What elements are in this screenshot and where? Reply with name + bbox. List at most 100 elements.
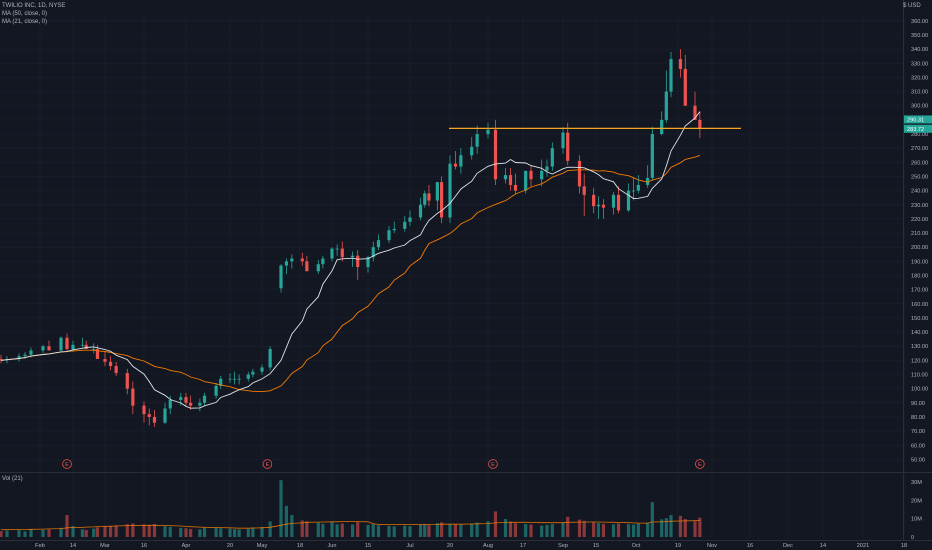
earnings-marker — [488, 459, 498, 469]
candle-body — [268, 349, 272, 368]
time-axis-label: 19 — [675, 543, 681, 549]
candle-body — [423, 193, 427, 205]
candle-body — [237, 378, 241, 380]
time-axis-label: 20 — [447, 543, 453, 549]
time-axis-label: 17 — [520, 543, 526, 549]
price-badge — [904, 124, 932, 133]
candle-body — [592, 194, 596, 207]
time-axis-label: Feb — [35, 543, 45, 549]
volume-bar — [279, 480, 283, 537]
candle-body — [493, 129, 498, 180]
candle-body — [147, 414, 151, 417]
candle-body — [626, 190, 631, 211]
volume-bar — [41, 529, 45, 537]
candle-body — [335, 248, 339, 250]
volume-bar — [5, 530, 9, 537]
price-axis-label: 50.00 — [911, 457, 925, 463]
candle-body — [47, 346, 51, 351]
volume-bar — [142, 524, 146, 537]
volume-bar — [0, 531, 3, 537]
volume-bar — [601, 523, 606, 537]
price-axis-label: 270.00 — [911, 146, 928, 152]
volume-bar — [439, 522, 444, 537]
candle-body — [41, 346, 45, 351]
volume-bar — [596, 523, 601, 537]
volume-bar — [350, 524, 355, 537]
price-axis-label: 230.00 — [911, 203, 928, 209]
candle-body — [448, 163, 452, 218]
time-axis-label: Jun — [327, 543, 336, 549]
candle-body — [366, 257, 370, 268]
candle-body — [678, 59, 683, 69]
candle-body — [596, 204, 601, 207]
volume-bar — [80, 529, 85, 537]
volume-bar — [577, 519, 582, 537]
time-axis-label: 2021 — [857, 543, 869, 549]
earnings-marker-label: E — [491, 462, 495, 468]
volume-bar — [693, 521, 697, 537]
candle-body — [290, 258, 294, 262]
price-axis-label: 350.00 — [911, 33, 928, 39]
candle-body — [232, 378, 237, 380]
volume-bar — [508, 521, 513, 537]
volume-bar — [683, 519, 687, 537]
candle-body — [184, 397, 188, 403]
price-axis-label: 90.00 — [911, 401, 925, 407]
volume-bar — [330, 522, 334, 537]
volume-bar — [459, 524, 463, 537]
volume-bar — [427, 525, 431, 537]
candle-body — [152, 416, 157, 423]
candle-body — [92, 349, 96, 350]
time-axis-label: 20 — [227, 543, 233, 549]
volume-bar — [626, 524, 631, 537]
volume-ma-line — [1, 520, 700, 531]
volume-bar — [566, 516, 570, 537]
price-axis-label: 100.00 — [911, 387, 928, 393]
candle-body — [103, 358, 107, 362]
volume-bar — [366, 524, 370, 537]
candle-body — [577, 160, 582, 187]
price-axis-label: 170.00 — [911, 288, 928, 294]
candle-body — [513, 184, 518, 191]
volume-bar — [561, 522, 565, 537]
candle-body — [582, 186, 586, 195]
price-axis-label: 220.00 — [911, 217, 928, 223]
candle-body — [650, 134, 654, 178]
ma50-legend: MA (50, close, 0) — [2, 11, 48, 17]
candle-body — [23, 354, 27, 357]
candle-body — [408, 217, 412, 222]
candle-body — [71, 344, 75, 350]
candle-body — [17, 356, 21, 359]
candle-body — [392, 228, 396, 231]
earnings-marker — [62, 459, 72, 469]
volume-bar — [321, 523, 325, 537]
volume-bar — [387, 525, 391, 537]
price-badge — [904, 115, 932, 124]
ma21-line — [0, 111, 701, 409]
volume-axis-label: 0 — [911, 535, 914, 541]
volume-bar — [108, 526, 113, 537]
volume-bar — [611, 524, 616, 537]
volume-bar — [486, 521, 490, 537]
volume-bar — [202, 527, 207, 537]
volume-bar — [147, 525, 151, 537]
price-axis-label: 120.00 — [911, 358, 928, 364]
volume-bar — [376, 525, 381, 537]
volume-bar — [284, 505, 289, 537]
candle-body — [664, 91, 668, 120]
price-axis-label: 310.00 — [911, 90, 928, 96]
volume-bar — [246, 528, 250, 537]
candle-body — [356, 255, 360, 268]
volume-bar — [260, 526, 264, 537]
volume-bar — [184, 528, 188, 537]
candle-body — [168, 399, 172, 409]
candle-body — [95, 349, 100, 359]
candle-body — [459, 155, 463, 167]
volume-bar — [582, 520, 586, 537]
candle-body — [486, 129, 490, 135]
ma21-legend: MA (21, close, 0) — [2, 19, 48, 25]
candle-body — [387, 230, 391, 241]
price-axis-label: 160.00 — [911, 302, 928, 308]
